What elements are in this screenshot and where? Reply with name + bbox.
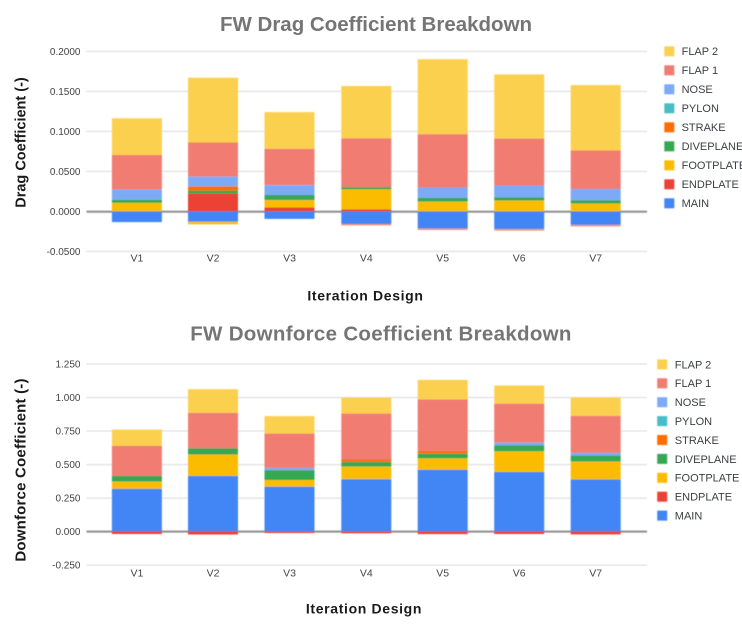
svg-text:0.0000: 0.0000 <box>50 207 81 218</box>
svg-text:PYLON: PYLON <box>682 103 719 115</box>
svg-text:NOSE: NOSE <box>682 84 713 96</box>
svg-text:DIVEPLANE: DIVEPLANE <box>682 141 742 153</box>
svg-text:V1: V1 <box>130 253 143 265</box>
svg-text:V5: V5 <box>436 567 449 579</box>
svg-text:MAIN: MAIN <box>675 511 703 523</box>
svg-text:Iteration Design: Iteration Design <box>307 288 423 304</box>
svg-text:0.750: 0.750 <box>55 427 80 438</box>
svg-text:FLAP 2: FLAP 2 <box>682 46 719 58</box>
svg-text:V1: V1 <box>130 567 143 579</box>
svg-text:0.500: 0.500 <box>55 460 80 471</box>
svg-text:0.1500: 0.1500 <box>50 87 81 98</box>
svg-text:0.0500: 0.0500 <box>50 167 81 178</box>
svg-text:FOOTPLATE: FOOTPLATE <box>675 473 740 485</box>
svg-text:V7: V7 <box>589 567 602 579</box>
svg-text:ENDPLATE: ENDPLATE <box>675 492 732 504</box>
svg-text:FLAP 2: FLAP 2 <box>675 359 712 371</box>
svg-text:Drag Coefficient (-): Drag Coefficient (-) <box>14 77 30 208</box>
svg-text:1.000: 1.000 <box>55 393 80 404</box>
svg-text:-0.0500: -0.0500 <box>47 247 81 258</box>
svg-text:V3: V3 <box>283 567 296 579</box>
svg-text:0.2000: 0.2000 <box>50 47 81 58</box>
svg-text:ENDPLATE: ENDPLATE <box>682 179 739 191</box>
svg-text:MAIN: MAIN <box>682 198 710 210</box>
svg-text:V3: V3 <box>283 253 296 265</box>
svg-text:V2: V2 <box>207 567 220 579</box>
svg-text:V4: V4 <box>360 567 373 579</box>
svg-text:FW Downforce Coefficient Break: FW Downforce Coefficient Breakdown <box>190 323 572 346</box>
svg-text:DIVEPLANE: DIVEPLANE <box>675 454 737 466</box>
svg-text:V7: V7 <box>589 253 602 265</box>
svg-text:V6: V6 <box>513 567 526 579</box>
svg-text:STRAKE: STRAKE <box>682 122 726 134</box>
svg-text:V2: V2 <box>207 253 220 265</box>
svg-text:0.000: 0.000 <box>55 527 80 538</box>
svg-text:-0.250: -0.250 <box>52 561 81 572</box>
svg-text:Iteration Design: Iteration Design <box>306 600 422 616</box>
svg-text:V4: V4 <box>360 253 373 265</box>
svg-text:STRAKE: STRAKE <box>675 435 719 447</box>
svg-text:FOOTPLATE: FOOTPLATE <box>682 160 742 172</box>
svg-text:V5: V5 <box>436 253 449 265</box>
svg-text:0.250: 0.250 <box>55 494 80 505</box>
svg-text:FLAP 1: FLAP 1 <box>682 65 719 77</box>
svg-text:0.1000: 0.1000 <box>50 127 81 138</box>
svg-text:V6: V6 <box>513 253 526 265</box>
svg-text:FLAP 1: FLAP 1 <box>675 378 712 390</box>
svg-text:PYLON: PYLON <box>675 416 712 428</box>
svg-text:FW Drag Coefficient Breakdown: FW Drag Coefficient Breakdown <box>220 13 532 36</box>
svg-text:Downforce Coefficient (-): Downforce Coefficient (-) <box>13 378 30 561</box>
svg-text:1.250: 1.250 <box>55 360 80 371</box>
svg-text:NOSE: NOSE <box>675 397 706 409</box>
